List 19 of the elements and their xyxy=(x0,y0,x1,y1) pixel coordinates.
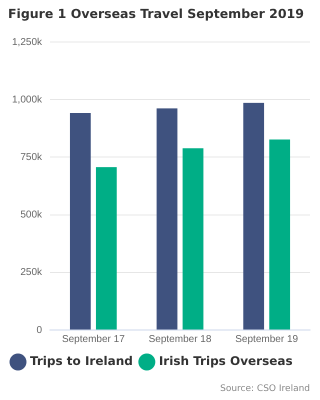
y-tick-label: 0 xyxy=(36,324,42,336)
y-tick-label: 750k xyxy=(20,152,44,163)
legend-label: Irish Trips Overseas xyxy=(158,354,293,368)
x-tick-label: September 18 xyxy=(148,334,212,345)
bar xyxy=(269,139,290,330)
bar xyxy=(156,108,178,330)
source-note: Source: CSO Ireland xyxy=(220,384,310,394)
y-tick-label: 1,250k xyxy=(12,36,44,48)
bar xyxy=(70,112,91,330)
x-tick-label: September 19 xyxy=(235,334,299,345)
y-tick-label: 500k xyxy=(20,210,44,221)
chart-title: Figure 1 Overseas Travel September 2019 xyxy=(8,6,304,21)
bar xyxy=(243,102,264,330)
x-tick-label: September 17 xyxy=(62,334,126,345)
legend-label: Trips to Ireland xyxy=(30,354,133,368)
bar xyxy=(96,167,117,330)
bar xyxy=(182,148,204,330)
y-tick-label: 250k xyxy=(20,267,44,278)
y-tick-label: 1,000k xyxy=(12,94,44,106)
